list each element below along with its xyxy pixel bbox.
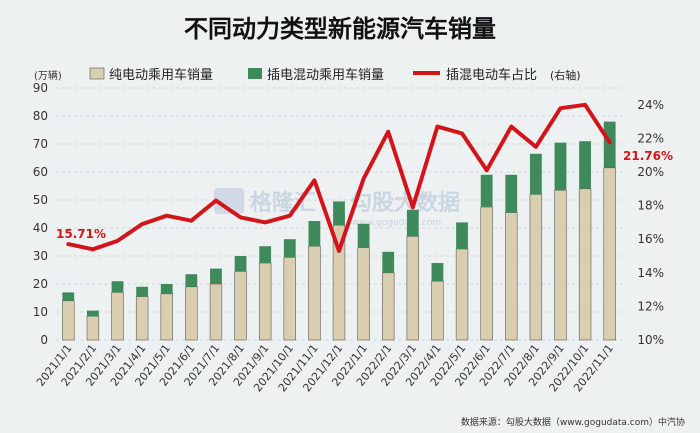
watermark-url: www.gogudata.com bbox=[352, 218, 441, 228]
left-axis-ticks: 0 10 20 30 40 50 60 70 80 90 bbox=[33, 81, 48, 347]
left-tick-label: 10 bbox=[33, 305, 48, 319]
right-tick-label: 20% bbox=[637, 165, 664, 179]
bar-phev bbox=[505, 174, 518, 213]
legend: 纯电动乘用车销量 插电混动乘用车销量 插混电动车占比 (右轴) bbox=[89, 67, 581, 83]
left-tick-label: 80 bbox=[33, 109, 48, 123]
x-axis-ticks: 2021/1/12021/2/12021/3/12021/4/12021/5/1… bbox=[34, 342, 616, 394]
bar-bev bbox=[382, 272, 395, 341]
bar-bev bbox=[86, 315, 100, 341]
bar-bev bbox=[505, 212, 518, 341]
bar-bev bbox=[480, 206, 493, 341]
right-tick-label: 16% bbox=[637, 232, 664, 246]
bar-bev bbox=[62, 300, 75, 341]
bar-series bbox=[62, 121, 616, 341]
right-axis-ticks: 10% 12% 14% 16% 18% 20% 22% 24% bbox=[637, 98, 664, 347]
callout-first: 15.71% bbox=[56, 227, 106, 241]
bar-phev bbox=[456, 222, 468, 249]
chart-title: 不同动力类型新能源汽车销量 bbox=[184, 15, 496, 43]
left-tick-label: 0 bbox=[40, 333, 48, 347]
bar-phev bbox=[160, 284, 173, 294]
left-tick-label: 40 bbox=[33, 221, 48, 235]
bar-phev bbox=[603, 121, 616, 168]
left-tick-label: 90 bbox=[33, 81, 48, 95]
left-tick-label: 70 bbox=[33, 137, 48, 151]
bar-bev bbox=[160, 293, 173, 341]
bar-phev bbox=[333, 201, 345, 226]
bar-phev bbox=[382, 251, 395, 273]
watermark: 格隆汇 勾股大数据 www.gogudata.com bbox=[214, 188, 460, 228]
bar-phev bbox=[87, 310, 99, 317]
bar-bev bbox=[529, 194, 543, 341]
bar-phev bbox=[210, 268, 222, 284]
right-tick-label: 10% bbox=[637, 333, 664, 347]
bar-phev bbox=[579, 141, 591, 189]
bar-bev bbox=[554, 189, 567, 341]
legend-label-bev: 纯电动乘用车销量 bbox=[109, 67, 213, 83]
legend-note-right-axis: (右轴) bbox=[550, 68, 581, 82]
bar-phev bbox=[529, 153, 542, 195]
source-note: 数据来源：勾股大数据（www.gogudata.com）中汽协 bbox=[461, 416, 685, 428]
bar-phev bbox=[62, 292, 75, 301]
bar-bev bbox=[406, 236, 420, 341]
bar-phev bbox=[480, 174, 493, 207]
right-tick-label: 22% bbox=[637, 131, 664, 145]
bar-bev bbox=[283, 257, 296, 341]
legend-swatch-phev bbox=[248, 68, 262, 79]
bar-phev bbox=[136, 286, 149, 297]
right-tick-label: 12% bbox=[637, 299, 664, 313]
bar-bev bbox=[185, 286, 198, 341]
bar-phev bbox=[259, 246, 272, 263]
left-tick-label: 30 bbox=[33, 249, 48, 263]
right-tick-label: 18% bbox=[637, 199, 664, 213]
watermark-logo-mark bbox=[214, 188, 244, 214]
bar-phev bbox=[283, 239, 296, 258]
left-tick-label: 20 bbox=[33, 277, 48, 291]
bar-phev bbox=[357, 223, 370, 248]
bar-bev bbox=[135, 296, 149, 341]
bar-phev bbox=[554, 142, 567, 191]
legend-label-share: 插混电动车占比 bbox=[446, 67, 537, 83]
bar-bev bbox=[603, 167, 616, 341]
legend-label-phev: 插电混动乘用车销量 bbox=[267, 67, 384, 83]
bar-bev bbox=[111, 292, 124, 341]
callout-last: 21.76% bbox=[623, 149, 673, 163]
bar-bev bbox=[258, 262, 272, 341]
watermark-brand-b: 勾股大数据 bbox=[350, 190, 460, 216]
bar-bev bbox=[209, 283, 223, 341]
share-line bbox=[66, 102, 612, 253]
bar-phev bbox=[431, 263, 444, 282]
left-axis-unit: (万辆) bbox=[34, 69, 62, 82]
legend-swatch-bev bbox=[89, 67, 105, 80]
right-tick-label: 24% bbox=[637, 98, 664, 112]
bar-phev bbox=[234, 256, 247, 272]
bar-phev bbox=[406, 209, 419, 237]
bar-phev bbox=[111, 281, 124, 293]
left-tick-label: 60 bbox=[33, 165, 48, 179]
bar-phev bbox=[308, 221, 321, 247]
bar-bev bbox=[234, 271, 247, 341]
right-tick-label: 14% bbox=[637, 266, 664, 280]
bar-bev bbox=[357, 247, 370, 341]
bar-bev bbox=[455, 248, 469, 341]
bar-bev bbox=[578, 188, 592, 341]
bar-phev bbox=[185, 274, 198, 287]
bar-bev bbox=[308, 245, 321, 341]
bar-bev bbox=[431, 280, 444, 341]
left-tick-label: 50 bbox=[33, 193, 48, 207]
